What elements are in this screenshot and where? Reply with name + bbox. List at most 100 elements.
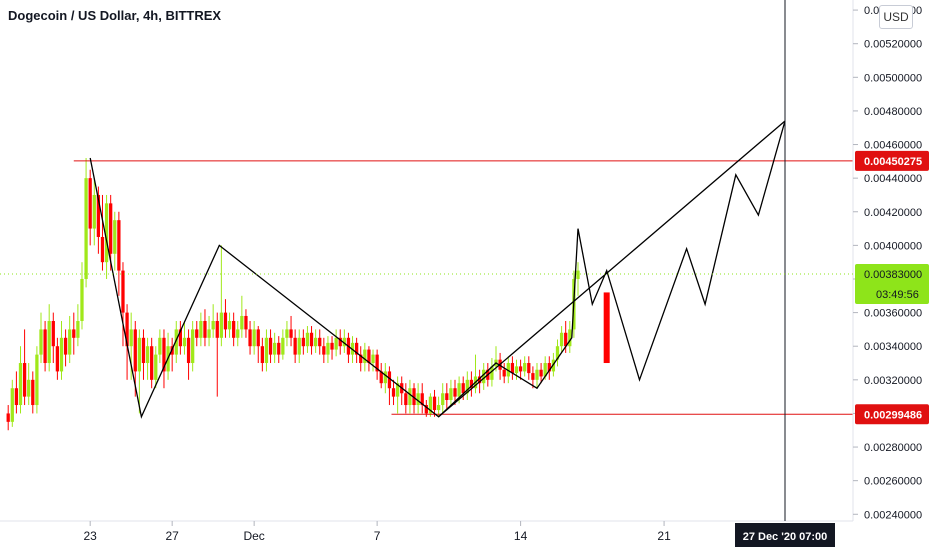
candle-body <box>428 396 433 414</box>
candle-body <box>420 393 424 406</box>
candle-body <box>252 329 256 347</box>
candle-body <box>367 349 371 364</box>
candle-body <box>510 363 515 374</box>
candle-body <box>104 203 109 263</box>
candle-body <box>240 315 244 330</box>
candle-body <box>92 194 96 229</box>
x-tick-label: Dec <box>243 529 264 543</box>
crosshair-time-label: 27 Dec '20 07:00 <box>743 531 828 543</box>
candle-body <box>264 337 269 364</box>
candle-body <box>191 329 195 364</box>
candle-body <box>80 278 84 322</box>
candle-body <box>330 342 334 350</box>
candle-body <box>354 342 359 355</box>
candle-body <box>76 321 80 338</box>
candle-body <box>260 346 264 364</box>
candle-body <box>506 363 510 377</box>
drawings-layer[interactable] <box>89 120 786 419</box>
x-tick-label: 27 <box>165 529 179 543</box>
candle-body <box>363 349 367 364</box>
x-tick-label: 21 <box>657 529 671 543</box>
candle-body <box>244 315 248 330</box>
candle-body <box>289 329 293 338</box>
candle-body <box>84 178 88 279</box>
time-axis[interactable]: 23 27 Dec 7 14 21 <box>84 521 672 543</box>
candle-body <box>158 337 162 355</box>
candle-body <box>141 337 146 364</box>
candle-body <box>502 369 506 377</box>
candle-body <box>174 329 178 355</box>
candle-body <box>424 405 428 414</box>
chart-title: Dogecoin / US Dollar, 4h, BITTREX <box>8 8 222 23</box>
candle-body <box>268 337 273 355</box>
projected-path-zigzag <box>89 120 786 419</box>
candle-body <box>72 329 76 338</box>
candle-body <box>445 393 449 400</box>
candle-body <box>559 332 564 347</box>
candle-body <box>6 413 10 422</box>
candle-body <box>469 379 474 389</box>
y-tick-label: 0.00400000 <box>864 240 922 252</box>
candle-body <box>256 329 260 347</box>
candle-body <box>207 329 211 338</box>
candle-body <box>162 337 166 372</box>
candle-body <box>514 366 519 374</box>
candle-body <box>137 337 142 372</box>
candle-body <box>305 332 310 347</box>
level-price-tag-label: 0.00450275 <box>864 156 922 168</box>
candle-body <box>117 220 121 271</box>
candle-body <box>461 383 465 394</box>
candle-body <box>338 337 342 347</box>
candle-body <box>63 337 68 355</box>
candle-body <box>113 220 117 254</box>
candle-body <box>277 342 281 355</box>
candle-body <box>129 329 133 347</box>
candle-body <box>404 393 408 406</box>
candle-body <box>236 329 240 338</box>
candle-body <box>564 332 568 347</box>
candle-body <box>375 354 379 372</box>
candle-body <box>199 321 203 338</box>
candle-body <box>441 393 445 406</box>
candle-body <box>182 337 187 347</box>
y-tick-label: 0.00280000 <box>864 442 922 454</box>
candle-body <box>248 329 252 347</box>
y-tick-label: 0.00340000 <box>864 341 922 353</box>
currency-button[interactable]: USD <box>879 5 913 29</box>
candle-body <box>449 388 453 400</box>
candle-body <box>465 379 469 394</box>
y-tick-label: 0.00360000 <box>864 308 922 320</box>
horizontal-lines-layer[interactable] <box>73 160 853 415</box>
candle-body <box>309 332 314 347</box>
candle-body <box>387 371 392 389</box>
candle-body <box>51 321 55 347</box>
current-price-tag-bg <box>855 263 929 304</box>
candle-body <box>273 342 277 355</box>
candle-body <box>18 363 23 406</box>
x-tick-label: 23 <box>84 529 98 543</box>
candle-body <box>22 363 27 397</box>
candle-body <box>195 329 199 338</box>
candle-body <box>43 329 47 364</box>
candle-body <box>215 321 219 338</box>
candle-body <box>203 321 207 338</box>
candle-body <box>539 369 543 377</box>
candle-body <box>477 376 482 384</box>
candle-body <box>31 379 35 406</box>
y-tick-label: 0.00420000 <box>864 207 922 219</box>
candle-body <box>293 337 297 355</box>
candle-body <box>88 178 92 229</box>
candle-body <box>416 393 420 406</box>
candle-body <box>301 337 305 347</box>
candle-body <box>576 270 580 279</box>
candle-body <box>297 337 301 355</box>
candle-body <box>543 363 547 377</box>
candle-body <box>219 312 223 338</box>
candle-body <box>68 329 72 355</box>
candle-body <box>531 373 535 380</box>
y-tick-label: 0.00240000 <box>864 509 922 521</box>
y-tick-label: 0.00440000 <box>864 173 922 185</box>
candle-body <box>322 346 326 355</box>
candle-body <box>318 337 322 347</box>
